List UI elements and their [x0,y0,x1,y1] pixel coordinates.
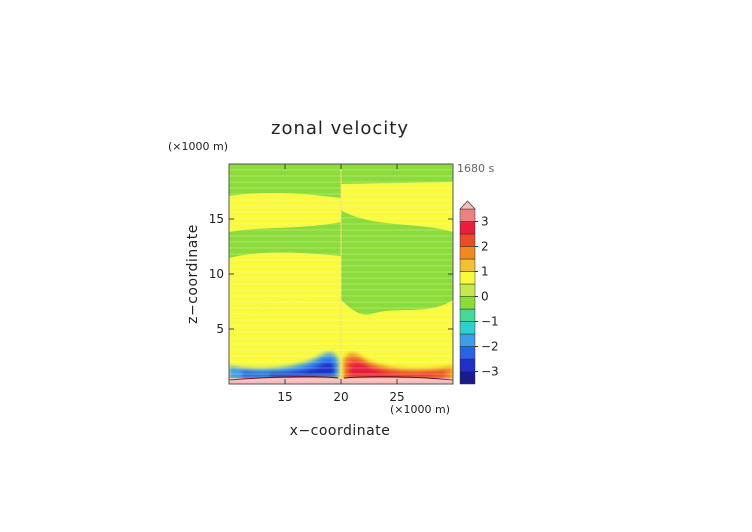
y-tick-label: 5 [216,322,224,336]
colorbar-extend-arrow [459,200,476,210]
colorbar-swatch [459,296,476,310]
colorbar-swatch [459,258,476,272]
x-axis-label: x−coordinate [290,423,391,439]
colorbar-tick-label: 1 [481,265,489,279]
surface-contour-left [229,376,339,381]
chart-title: zonal velocity [271,118,409,139]
region-negative-right-top [341,164,453,184]
x-tick-label: 15 [277,390,292,404]
colorbar: −3 −2 −1 0 1 2 3 [459,200,499,385]
x-tick-label: 25 [389,390,404,404]
jet-positive-core [350,362,432,377]
colorbar-swatch [459,283,476,297]
colorbar-tick-label: 3 [481,215,489,229]
colorbar-swatch [459,233,476,247]
colorbar-tick-label: 0 [481,290,489,304]
region-negative-right-band [341,210,453,315]
colorbar-swatch [459,208,476,222]
y-unit-label: (×1000 m) [168,140,228,153]
y-axis-ticks: 5 10 15 [209,212,453,336]
colorbar-swatch [459,346,476,360]
region-positive-band-left [229,192,341,232]
contour-field [229,164,453,384]
y-axis-label: z−coordinate [185,224,201,324]
horizontal-grid-lines [229,169,453,381]
x-unit-label: (×1000 m) [390,403,450,416]
colorbar-swatch [459,333,476,347]
colorbar-tick-label: −1 [481,315,499,329]
colorbar-swatch [459,271,476,285]
jets [229,352,453,380]
y-tick-label: 10 [209,267,224,281]
x-axis-ticks: 15 20 25 [277,164,405,404]
region-positive-lobe-right [341,300,453,344]
region-positive-lobe [229,252,341,322]
y-tick-label: 15 [209,212,224,226]
colorbar-swatch [459,358,476,372]
colorbar-swatch [459,221,476,235]
time-label: 1680 s [457,162,494,175]
colorbar-swatch [459,321,476,335]
colorbar-tick-label: −2 [481,340,499,354]
colorbar-swatch [459,371,476,385]
colorbar-swatch [459,308,476,322]
x-tick-label: 20 [333,390,348,404]
colorbar-tick-label: 2 [481,240,489,254]
colorbar-tick-label: −3 [481,365,499,379]
colorbar-swatch [459,246,476,260]
surface-contour-right [343,376,453,381]
jet-negative-core [270,362,334,378]
